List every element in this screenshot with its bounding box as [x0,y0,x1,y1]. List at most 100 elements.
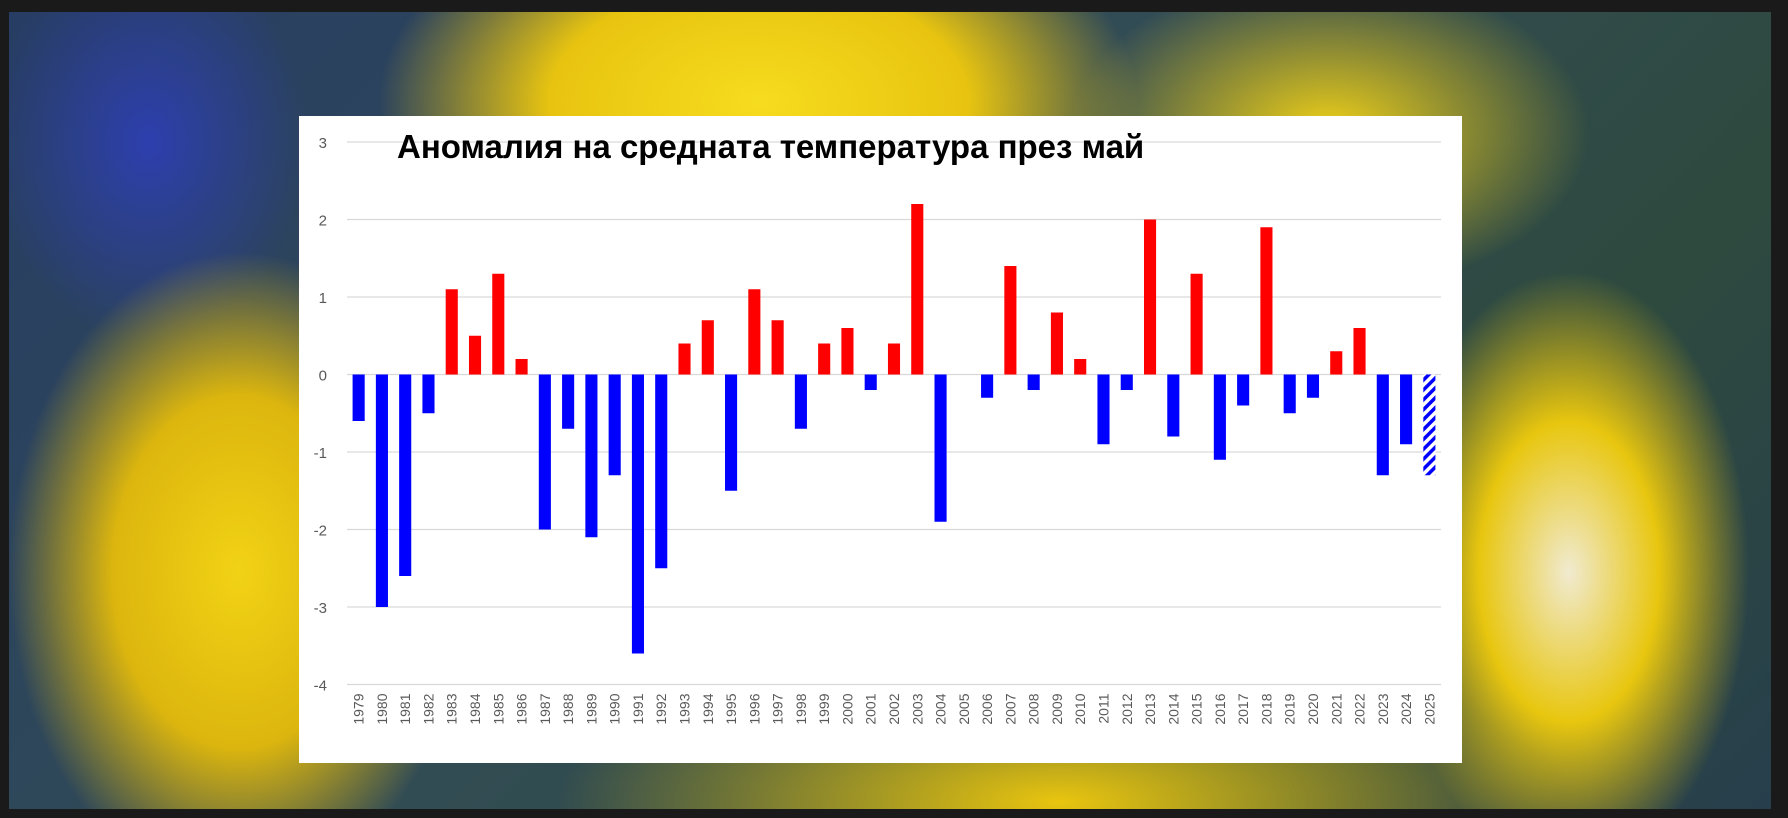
x-tick-label: 2018 [1258,693,1274,724]
bar-1999 [818,343,831,375]
x-tick-label: 1989 [583,693,599,724]
x-tick-label: 2024 [1398,693,1414,724]
y-tick-label: -2 [314,523,327,540]
chart-title: Аномалия на средната температура през ма… [397,128,1144,165]
x-tick-label: 2020 [1305,693,1321,724]
x-tick-label: 1994 [700,693,716,724]
x-tick-label: 2025 [1421,693,1437,724]
bar-1987 [538,374,551,530]
x-tick-label: 1990 [607,693,623,724]
x-tick-label: 1991 [630,693,646,724]
bar-2011 [1097,374,1110,445]
x-tick-label: 2013 [1142,693,1158,724]
bar-2007 [1004,266,1017,375]
bar-2001 [864,374,877,390]
x-tick-label: 2012 [1119,693,1135,724]
bar-2000 [841,328,854,375]
anomaly-bar-chart: 3 2 1 0 -1 -2 -3 -4 1979 1980 1981 1982 1983 1984 198… [314,128,1441,725]
bar-1980 [375,374,388,607]
bar-2022 [1353,328,1366,375]
x-tick-label: 2010 [1072,693,1088,724]
bar-1995 [725,374,738,491]
bar-2004 [934,374,947,522]
bar-1985 [492,273,505,375]
x-tick-label: 1979 [351,693,367,724]
y-tick-label: -3 [314,600,327,617]
bar-1988 [562,374,575,429]
x-tick-label: 1982 [420,693,436,724]
bar-1998 [794,374,807,429]
bar-1990 [608,374,621,476]
x-tick-label: 1999 [816,693,832,724]
bar-1993 [678,343,691,375]
x-tick-label: 2022 [1352,693,1368,724]
bar-2006 [981,374,994,398]
bar-2002 [887,343,901,375]
bar-1996 [748,289,761,375]
bar-1983 [445,289,458,375]
x-tick-label: 2008 [1026,693,1042,724]
x-tick-label: 1998 [793,693,809,724]
x-tick-label: 2017 [1235,693,1251,724]
y-tick-label: 1 [319,290,327,307]
x-tick-label: 2015 [1189,693,1205,724]
bar-1982 [422,374,435,414]
bar-1994 [701,320,714,375]
x-tick-label: 1995 [723,693,739,724]
y-tick-label: 3 [319,135,327,152]
bar-2010 [1074,359,1087,375]
bar-1991 [631,374,645,654]
x-tick-label: 2019 [1282,693,1298,724]
x-tick-label: 2007 [1002,693,1018,724]
x-tick-label: 1993 [677,693,693,724]
bar-2019 [1283,374,1296,414]
bar-1997 [771,320,784,375]
bar-1992 [655,374,668,569]
x-tick-label: 2016 [1212,693,1228,724]
y-tick-label: 0 [319,368,327,385]
x-tick-label: 2005 [956,693,972,724]
y-axis-ticks: 3 2 1 0 -1 -2 -3 -4 [314,135,327,695]
gridlines [347,141,1441,686]
x-tick-label: 1988 [560,693,576,724]
bar-1981 [399,374,412,576]
x-tick-label: 2001 [863,693,879,724]
x-tick-label: 2004 [933,693,949,724]
x-tick-label: 2002 [886,693,902,724]
bar-1979 [352,374,365,421]
bar-2014 [1167,374,1180,437]
bar-2012 [1120,374,1133,390]
x-axis-ticks: 1979 1980 1981 1982 1983 1984 1985 1986 1987 1988… [351,693,1438,724]
x-tick-label: 2000 [839,693,855,724]
bar-2003 [911,204,924,375]
bar-2013 [1143,219,1157,375]
bar-2018 [1260,227,1273,375]
x-tick-label: 1992 [653,693,669,724]
x-tick-label: 1985 [490,693,506,724]
x-tick-label: 2009 [1049,693,1065,724]
bar-2008 [1027,374,1040,390]
x-tick-label: 2014 [1165,693,1181,724]
x-tick-label: 2023 [1375,693,1391,724]
x-tick-label: 1996 [746,693,762,724]
bar-2024 [1400,374,1413,445]
x-tick-label: 1980 [374,693,390,724]
x-tick-label: 2003 [909,693,925,724]
x-tick-label: 1983 [444,693,460,724]
x-tick-label: 1987 [537,693,553,724]
bar-2025 [1423,374,1436,476]
bar-2023 [1376,374,1389,476]
bar-1989 [585,374,598,538]
x-tick-label: 1981 [397,693,413,724]
bar-2015 [1190,273,1203,375]
bar-2021 [1330,351,1343,375]
x-tick-label: 1984 [467,693,483,724]
bar-2009 [1050,312,1063,375]
slide-background: 3 2 1 0 -1 -2 -3 -4 1979 1980 1981 1982 1983 1984 198… [9,12,1771,809]
x-tick-label: 1986 [514,693,530,724]
x-tick-label: 2011 [1095,693,1111,723]
y-tick-label: 2 [319,213,327,230]
x-tick-label: 1997 [770,693,786,724]
y-tick-label: -1 [314,445,327,462]
bar-2016 [1213,374,1226,460]
